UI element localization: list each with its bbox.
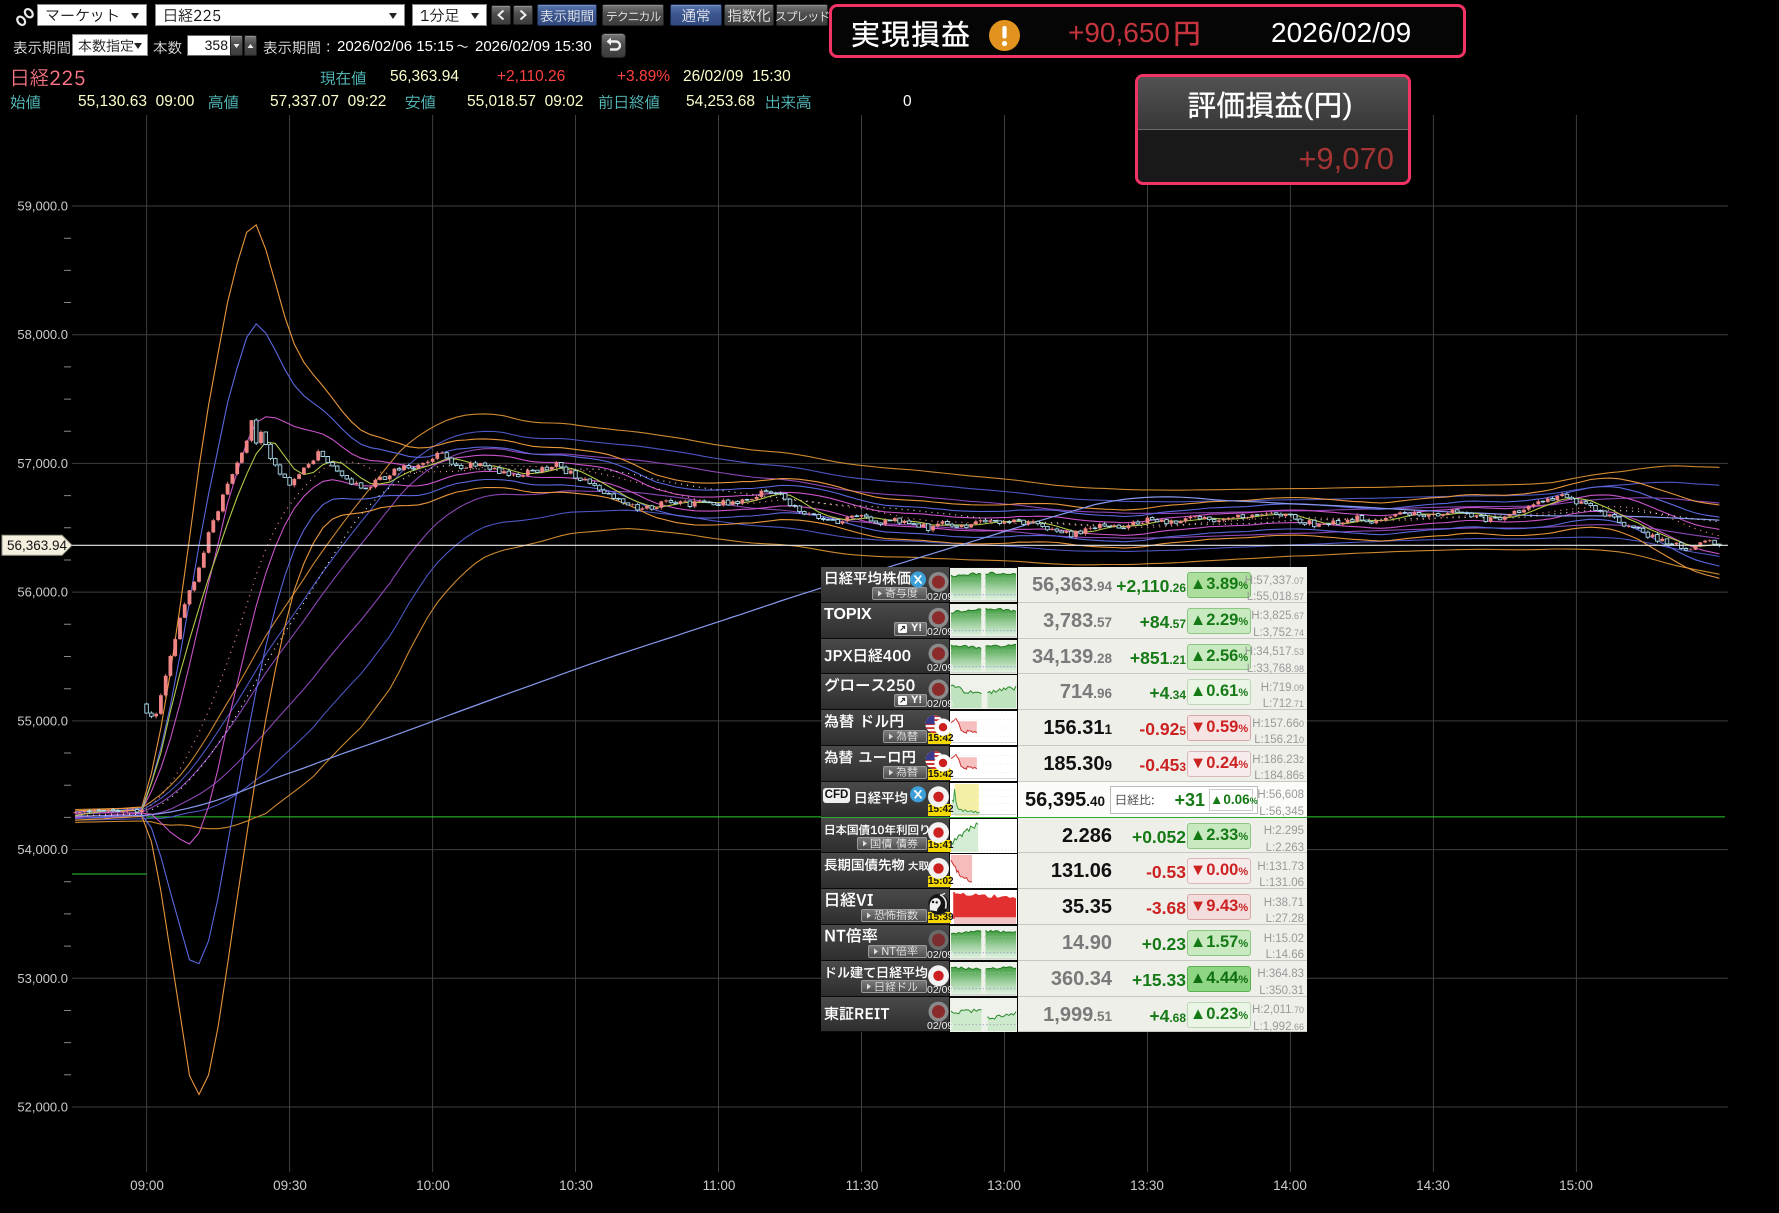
svg-text:56,000.0: 56,000.0 [17,585,68,600]
svg-text:14:30: 14:30 [1416,1178,1450,1193]
svg-text:13:30: 13:30 [1130,1178,1164,1193]
svg-text:14:00: 14:00 [1273,1178,1307,1193]
svg-text:57,000.0: 57,000.0 [17,456,68,471]
svg-text:09:30: 09:30 [273,1178,307,1193]
svg-text:55,000.0: 55,000.0 [17,713,68,728]
svg-text:11:00: 11:00 [703,1178,736,1193]
svg-text:09:00: 09:00 [130,1178,164,1193]
svg-text:54,000.0: 54,000.0 [17,842,68,857]
svg-text:59,000.0: 59,000.0 [17,199,68,214]
svg-text:15:00: 15:00 [1559,1178,1593,1193]
svg-text:52,000.0: 52,000.0 [17,1100,68,1115]
svg-text:10:30: 10:30 [559,1178,593,1193]
svg-text:56,363.94: 56,363.94 [7,538,68,553]
svg-text:11:30: 11:30 [846,1178,879,1193]
svg-text:13:00: 13:00 [987,1178,1021,1193]
svg-text:53,000.0: 53,000.0 [17,971,68,986]
svg-text:10:00: 10:00 [416,1178,450,1193]
svg-text:58,000.0: 58,000.0 [17,327,68,342]
